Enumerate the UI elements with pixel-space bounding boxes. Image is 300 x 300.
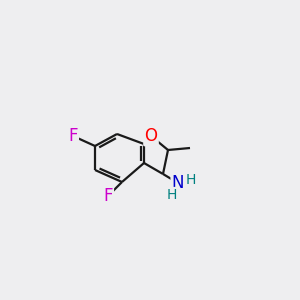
Text: O: O [145,127,158,145]
Text: N: N [172,174,184,192]
Text: H: H [167,188,177,202]
Text: H: H [186,173,196,187]
Text: F: F [103,187,113,205]
Text: F: F [68,127,78,145]
